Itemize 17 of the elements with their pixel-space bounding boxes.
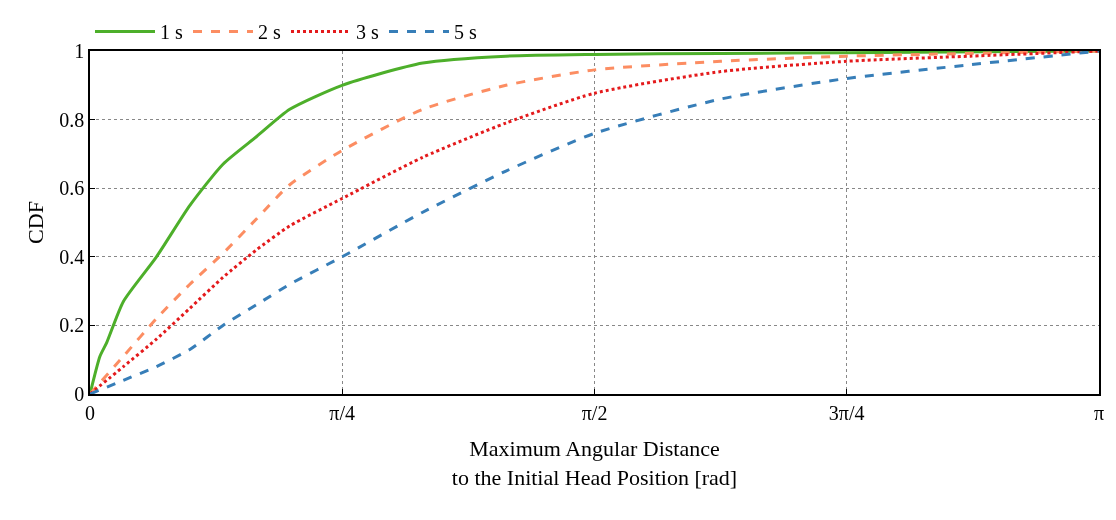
legend-label: 1 s — [160, 21, 183, 44]
x-tick-label: π — [1093, 401, 1105, 424]
x-tick-label: π/2 — [581, 401, 608, 424]
y-axis-title: CDF — [22, 201, 48, 244]
legend-label: 3 s — [356, 21, 379, 44]
y-tick-label: 0.2 — [59, 314, 85, 337]
y-tick-label: 0.6 — [59, 177, 85, 200]
x-axis-title: Maximum Angular Distance to the Initial Head Position [rad] — [451, 436, 738, 490]
legend-label: 5 s — [454, 21, 477, 44]
line-series — [90, 51, 1099, 394]
x-tick-label: 3π/4 — [828, 401, 865, 424]
y-tick-label: 1 — [74, 40, 85, 62]
y-tick-label: 0.8 — [59, 108, 85, 131]
y-tick-label: 0.4 — [59, 245, 85, 268]
x-tick-label: π/4 — [329, 401, 355, 424]
y-tick-label: 0 — [74, 383, 85, 405]
legend-label: 2 s — [258, 21, 281, 44]
